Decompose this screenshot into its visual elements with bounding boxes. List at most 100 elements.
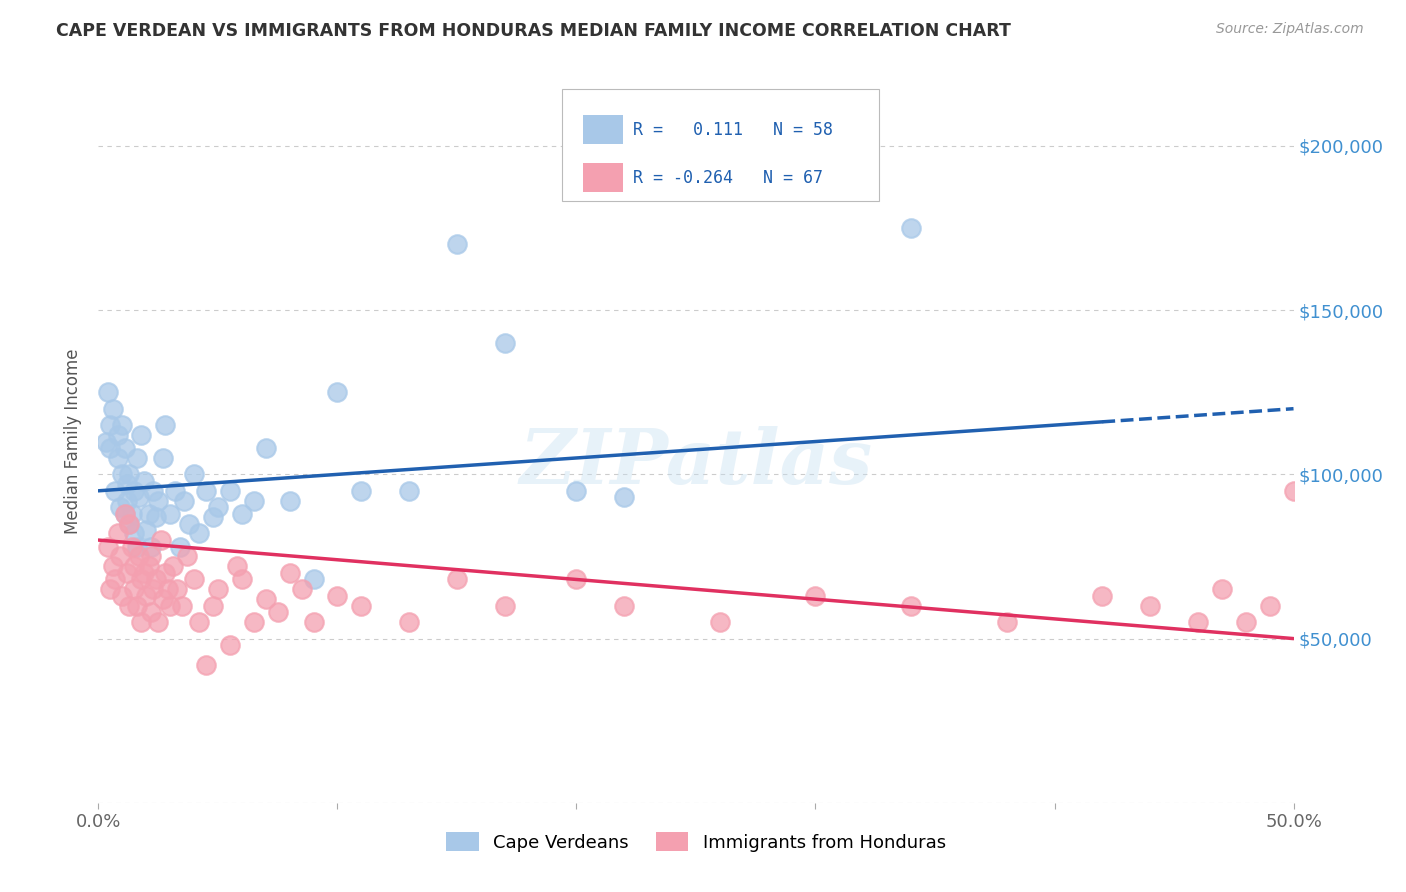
Point <box>326 589 349 603</box>
Point <box>108 549 131 564</box>
Point <box>125 450 148 465</box>
Point <box>202 510 225 524</box>
Point <box>145 573 167 587</box>
Point <box>114 507 136 521</box>
Point <box>148 615 170 630</box>
Point <box>302 573 325 587</box>
Point <box>219 638 242 652</box>
Text: R =   0.111   N = 58: R = 0.111 N = 58 <box>633 120 832 138</box>
Point <box>1187 615 1209 630</box>
Point <box>124 526 146 541</box>
Point <box>231 507 253 521</box>
Point <box>124 559 146 574</box>
Point <box>145 510 167 524</box>
Point <box>149 533 172 547</box>
Point <box>94 434 117 449</box>
Point <box>152 450 174 465</box>
Point <box>159 507 181 521</box>
Point <box>446 573 468 587</box>
Point <box>254 441 277 455</box>
Point <box>128 491 150 505</box>
Point <box>398 483 420 498</box>
Point <box>207 582 229 597</box>
Point <box>202 599 225 613</box>
Point <box>183 573 205 587</box>
Point <box>98 441 122 455</box>
Point <box>121 507 143 521</box>
Point <box>139 605 162 619</box>
Point <box>125 540 148 554</box>
Point <box>101 401 124 416</box>
Point <box>291 582 314 597</box>
Point <box>118 467 141 482</box>
Point <box>187 526 209 541</box>
Point <box>613 491 636 505</box>
Point <box>115 477 138 491</box>
Point <box>132 566 155 580</box>
Point <box>1234 615 1257 630</box>
Point <box>804 589 827 603</box>
Point <box>900 599 922 613</box>
Point <box>132 474 155 488</box>
Point <box>195 657 218 672</box>
Point <box>163 483 186 498</box>
Point <box>139 540 162 554</box>
Point <box>159 599 181 613</box>
Point <box>98 582 122 597</box>
Point <box>152 592 174 607</box>
Point <box>125 599 148 613</box>
Legend: Cape Verdeans, Immigrants from Honduras: Cape Verdeans, Immigrants from Honduras <box>439 825 953 859</box>
Point <box>226 559 249 574</box>
Point <box>104 573 127 587</box>
Point <box>231 573 253 587</box>
Text: CAPE VERDEAN VS IMMIGRANTS FROM HONDURAS MEDIAN FAMILY INCOME CORRELATION CHART: CAPE VERDEAN VS IMMIGRANTS FROM HONDURAS… <box>56 22 1011 40</box>
Point <box>139 549 162 564</box>
Point <box>565 573 588 587</box>
Point <box>398 615 420 630</box>
Point <box>172 599 194 613</box>
Point <box>243 493 266 508</box>
Point <box>169 540 191 554</box>
Point <box>278 566 301 580</box>
Point <box>207 500 229 515</box>
Point <box>148 493 170 508</box>
Point <box>114 507 136 521</box>
Point <box>613 599 636 613</box>
Point <box>219 483 242 498</box>
Point <box>900 221 922 235</box>
Point <box>326 385 349 400</box>
Point <box>350 599 373 613</box>
Point <box>135 589 157 603</box>
Point <box>107 450 129 465</box>
Point <box>128 549 150 564</box>
Point <box>104 483 127 498</box>
Point <box>97 385 120 400</box>
Point <box>135 523 157 537</box>
Point <box>131 573 153 587</box>
Point <box>179 516 201 531</box>
Point <box>121 540 143 554</box>
Point <box>1091 589 1114 603</box>
Point <box>187 615 209 630</box>
Point <box>1282 483 1305 498</box>
Text: R = -0.264   N = 67: R = -0.264 N = 67 <box>633 169 823 186</box>
Point <box>114 441 136 455</box>
Text: ZIPatlas: ZIPatlas <box>519 426 873 500</box>
Point <box>131 615 153 630</box>
Point <box>243 615 266 630</box>
Point <box>142 582 165 597</box>
Point <box>162 559 184 574</box>
Point <box>138 559 160 574</box>
Point <box>118 516 141 531</box>
Point <box>97 540 120 554</box>
Point <box>267 605 290 619</box>
Point <box>115 566 138 580</box>
Point <box>350 483 373 498</box>
Point <box>118 599 141 613</box>
Point <box>124 483 146 498</box>
Point <box>131 428 153 442</box>
Point <box>565 483 588 498</box>
Point <box>124 582 146 597</box>
Point <box>1258 599 1281 613</box>
Point <box>1211 582 1233 597</box>
